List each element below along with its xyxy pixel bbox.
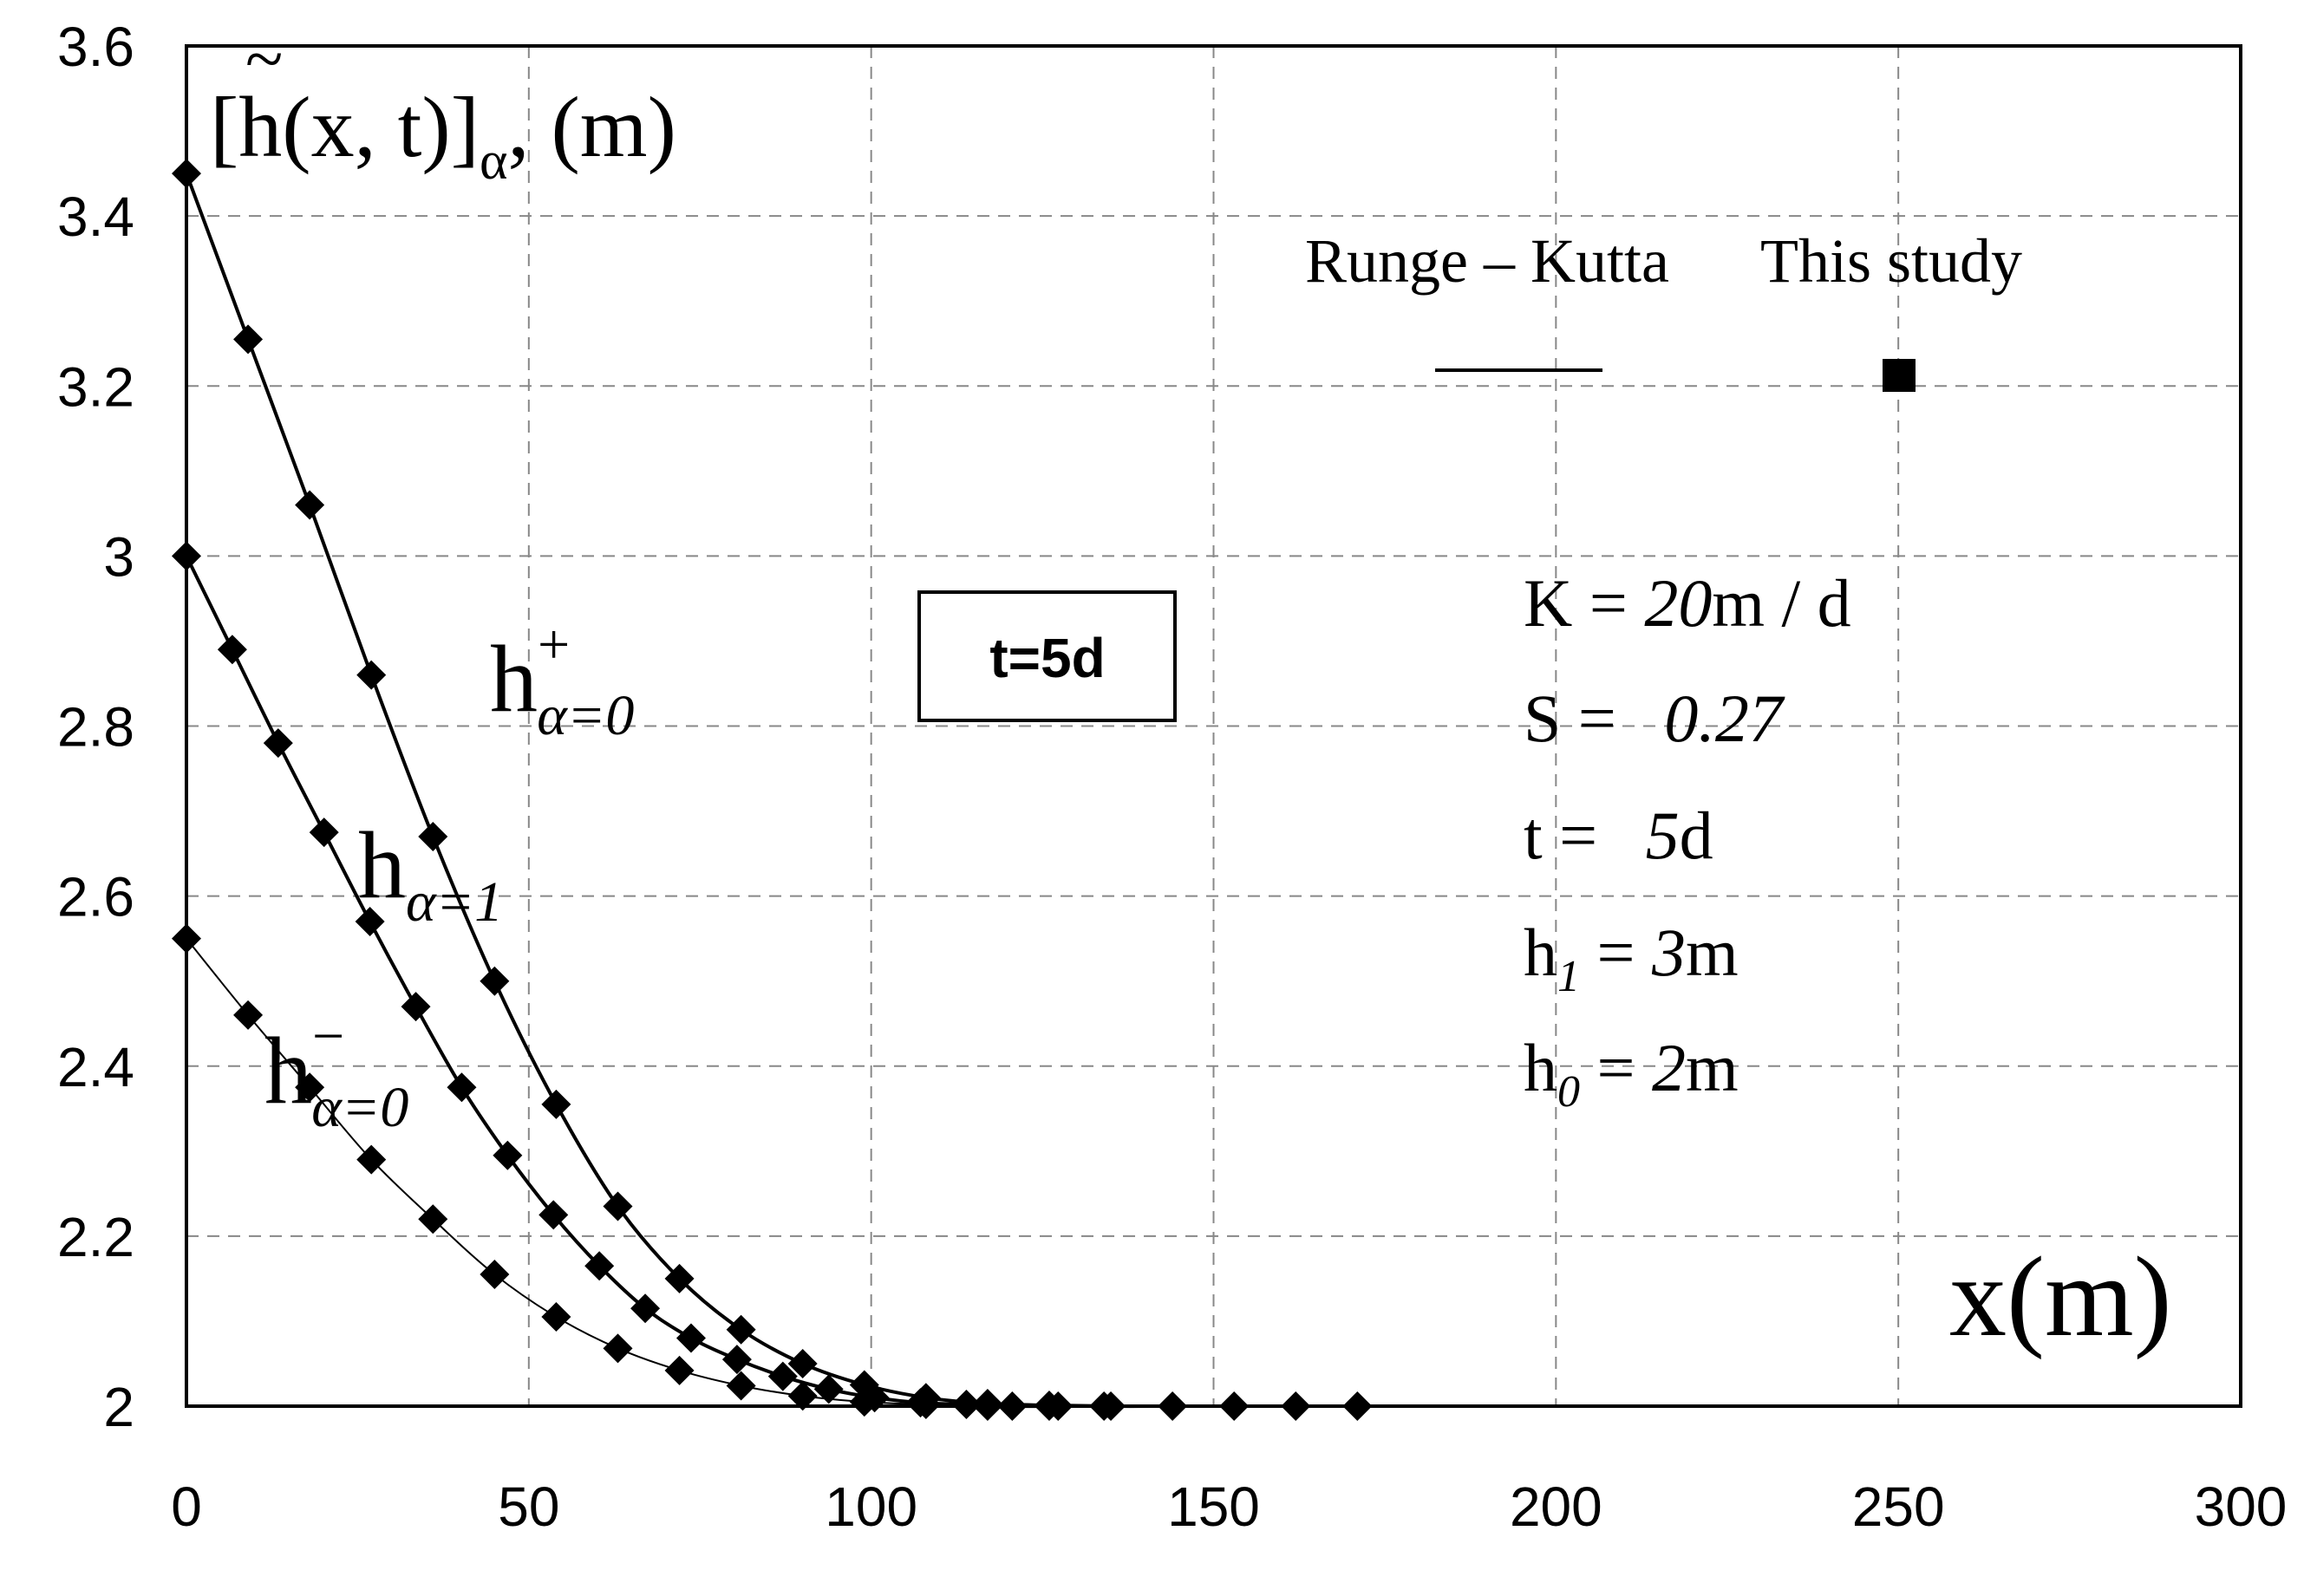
time-box bbox=[917, 590, 1177, 722]
axis-ticks: 0 50 100 150 200 250 300 2 2.2 2.4 2.6 2.8 3 3.2 3.4 3.… bbox=[57, 16, 2287, 1538]
series-marker bbox=[233, 1000, 264, 1030]
series-marker bbox=[726, 1371, 756, 1401]
x-tick-label: 250 bbox=[1852, 1475, 1945, 1538]
series-marker bbox=[538, 1200, 569, 1230]
series-marker bbox=[355, 907, 385, 937]
legend-marker-label: This study bbox=[1760, 226, 2022, 296]
series-marker bbox=[787, 1348, 818, 1378]
series-marker bbox=[787, 1381, 818, 1411]
series-marker bbox=[295, 490, 325, 520]
series-marker bbox=[493, 1140, 523, 1170]
series-marker bbox=[767, 1361, 798, 1391]
time-box-label: t=5d bbox=[989, 627, 1105, 689]
y-tick-label: 2.6 bbox=[57, 866, 134, 928]
legend-line-label: Runge – Kutta bbox=[1305, 226, 1669, 296]
series-marker bbox=[447, 1072, 477, 1103]
series-marker bbox=[356, 660, 387, 690]
series-marker bbox=[664, 1263, 695, 1293]
series-marker bbox=[480, 966, 510, 996]
grid bbox=[186, 46, 2241, 1406]
series-marker bbox=[584, 1251, 615, 1281]
y-tick-label: 2.4 bbox=[57, 1036, 134, 1098]
series-marker bbox=[418, 821, 448, 851]
curve-label-h-alpha1: hα=1 bbox=[358, 812, 503, 934]
y-tick-label: 2.8 bbox=[57, 696, 134, 759]
y-axis-label: [h(x, t)]α, (m) bbox=[210, 79, 676, 191]
series-marker bbox=[418, 1204, 448, 1234]
series-marker bbox=[721, 1345, 752, 1375]
series-marker bbox=[263, 728, 293, 759]
series-marker bbox=[849, 1387, 879, 1417]
series-marker bbox=[480, 1260, 510, 1290]
x-tick-label: 0 bbox=[171, 1475, 202, 1538]
series-marker bbox=[356, 1144, 387, 1175]
y-tick-label: 3.6 bbox=[57, 16, 134, 78]
y-tick-label: 3.4 bbox=[57, 186, 134, 248]
series-marker bbox=[726, 1314, 756, 1345]
series-marker bbox=[309, 818, 339, 848]
x-tick-label: 150 bbox=[1167, 1475, 1260, 1538]
param-h0: h0 = 2m bbox=[1524, 1030, 1739, 1117]
y-tick-label: 2.2 bbox=[57, 1206, 134, 1268]
series-marker bbox=[603, 1191, 633, 1221]
series-marker bbox=[217, 635, 247, 665]
y-tick-label: 3.2 bbox=[57, 355, 134, 418]
series-marker bbox=[401, 992, 431, 1022]
param-k: K = 20m / d bbox=[1524, 565, 1851, 641]
curve-label-h-plus: h+ α=0 bbox=[490, 613, 634, 747]
series-marker bbox=[541, 1302, 571, 1332]
series-marker bbox=[603, 1333, 633, 1364]
series-marker bbox=[664, 1355, 695, 1385]
param-t: t = 5d bbox=[1524, 798, 1713, 873]
y-axis-label-sub: α bbox=[480, 132, 507, 191]
x-tick-label: 100 bbox=[825, 1475, 917, 1538]
y-tick-label: 2 bbox=[103, 1376, 134, 1438]
curve-label-h-minus: h− α=0 bbox=[264, 1005, 408, 1139]
param-h1: h1 = 3m bbox=[1524, 915, 1739, 1001]
series-marker bbox=[541, 1089, 571, 1119]
x-tick-label: 300 bbox=[2195, 1475, 2288, 1538]
param-s: S = 0.27 bbox=[1524, 681, 1785, 756]
x-tick-label: 200 bbox=[1510, 1475, 1602, 1538]
y-axis-label-tilde: ~ bbox=[245, 22, 283, 98]
legend-marker-swatch bbox=[1883, 359, 1916, 392]
series-marker bbox=[630, 1293, 661, 1324]
x-axis-label: x(m) bbox=[1949, 1233, 2172, 1360]
series-marker bbox=[676, 1323, 706, 1353]
series-marker bbox=[295, 1072, 325, 1103]
series-marker bbox=[233, 324, 264, 355]
series-marker bbox=[813, 1374, 844, 1404]
x-tick-label: 50 bbox=[498, 1475, 559, 1538]
y-tick-label: 3 bbox=[103, 525, 134, 588]
plot-frame bbox=[185, 44, 2242, 1408]
